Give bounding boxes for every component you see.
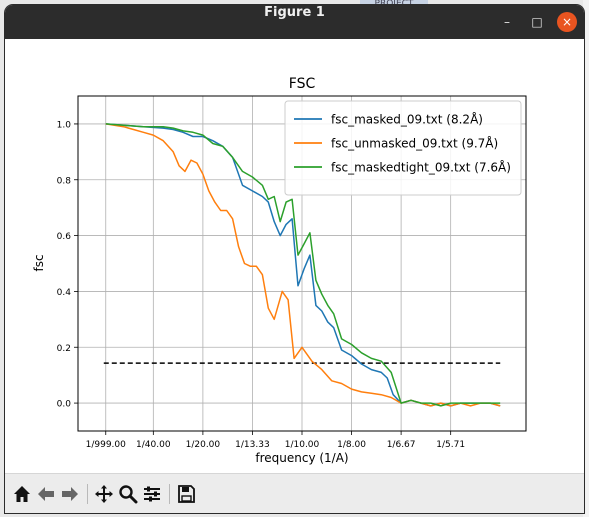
pan-button[interactable] — [93, 483, 115, 505]
zoom-button[interactable] — [117, 483, 139, 505]
close-button[interactable]: × — [557, 12, 577, 32]
home-icon — [14, 486, 30, 502]
window-title: Figure 1 — [264, 5, 325, 20]
legend: fsc_masked_09.txt (8.2Å) fsc_unmasked_09.… — [284, 100, 522, 196]
y-tick-label: 0.0 — [57, 400, 72, 410]
background-window-edge — [583, 0, 589, 517]
y-axis-label: fsc — [32, 254, 46, 271]
forward-button[interactable] — [59, 483, 81, 505]
y-tick-label: 1.0 — [57, 120, 72, 130]
x-tick-label: 1/6.67 — [387, 440, 416, 450]
x-tick-label: 1/5.71 — [436, 440, 465, 450]
figure-canvas[interactable]: 1/999.00 1/40.00 1/20.00 1/13.33 1/10.00 1/8.… — [5, 39, 584, 473]
x-tick-label: 1/10.00 — [285, 440, 320, 450]
y-tick-label: 0.4 — [57, 288, 72, 298]
maximize-button[interactable]: □ — [531, 15, 543, 29]
x-axis-label: frequency (1/A) — [255, 451, 348, 465]
y-tick-label: 0.6 — [57, 232, 72, 242]
legend-label-3: fsc_maskedtight_09.txt (7.6Å) — [331, 160, 511, 175]
save-button[interactable] — [175, 483, 197, 505]
minimize-button[interactable]: – — [504, 15, 510, 29]
legend-label-2: fsc_unmasked_09.txt (9.7Å) — [331, 136, 498, 151]
y-tick-label: 0.2 — [57, 344, 71, 354]
x-tick-label: 1/13.33 — [235, 440, 270, 450]
figure-window: Figure 1 – □ × 1/999.00 1/40.00 1/20.00 1/1… — [5, 5, 584, 513]
back-button[interactable] — [35, 483, 57, 505]
navigation-toolbar — [5, 473, 584, 513]
save-icon — [178, 485, 195, 503]
x-tick-label: 1/40.00 — [136, 440, 171, 450]
x-tick-label: 1/999.00 — [86, 440, 127, 450]
legend-box — [284, 100, 522, 196]
toolbar-separator — [169, 484, 170, 504]
chart-title: FSC — [289, 76, 316, 92]
back-arrow-icon — [38, 487, 54, 501]
move-icon — [95, 485, 113, 503]
window-titlebar[interactable]: Figure 1 – □ × — [5, 5, 584, 39]
axis-ticks: 1/999.00 1/40.00 1/20.00 1/13.33 1/10.00 1/8.… — [57, 120, 465, 450]
series-line-3 — [105, 123, 501, 407]
series-group — [105, 123, 501, 407]
x-tick-label: 1/20.00 — [186, 440, 221, 450]
toolbar-separator — [87, 484, 88, 504]
y-tick-label: 0.8 — [57, 176, 72, 186]
fsc-chart: 1/999.00 1/40.00 1/20.00 1/13.33 1/10.00 1/8.… — [32, 76, 527, 465]
sliders-icon — [144, 486, 160, 502]
legend-label-1: fsc_masked_09.txt (8.2Å) — [331, 112, 483, 127]
home-button[interactable] — [11, 483, 33, 505]
background-tab: PROJECT — [360, 0, 428, 8]
zoom-icon — [119, 485, 138, 504]
configure-subplots-button[interactable] — [141, 483, 163, 505]
forward-arrow-icon — [62, 487, 78, 501]
x-tick-label: 1/8.00 — [337, 440, 366, 450]
